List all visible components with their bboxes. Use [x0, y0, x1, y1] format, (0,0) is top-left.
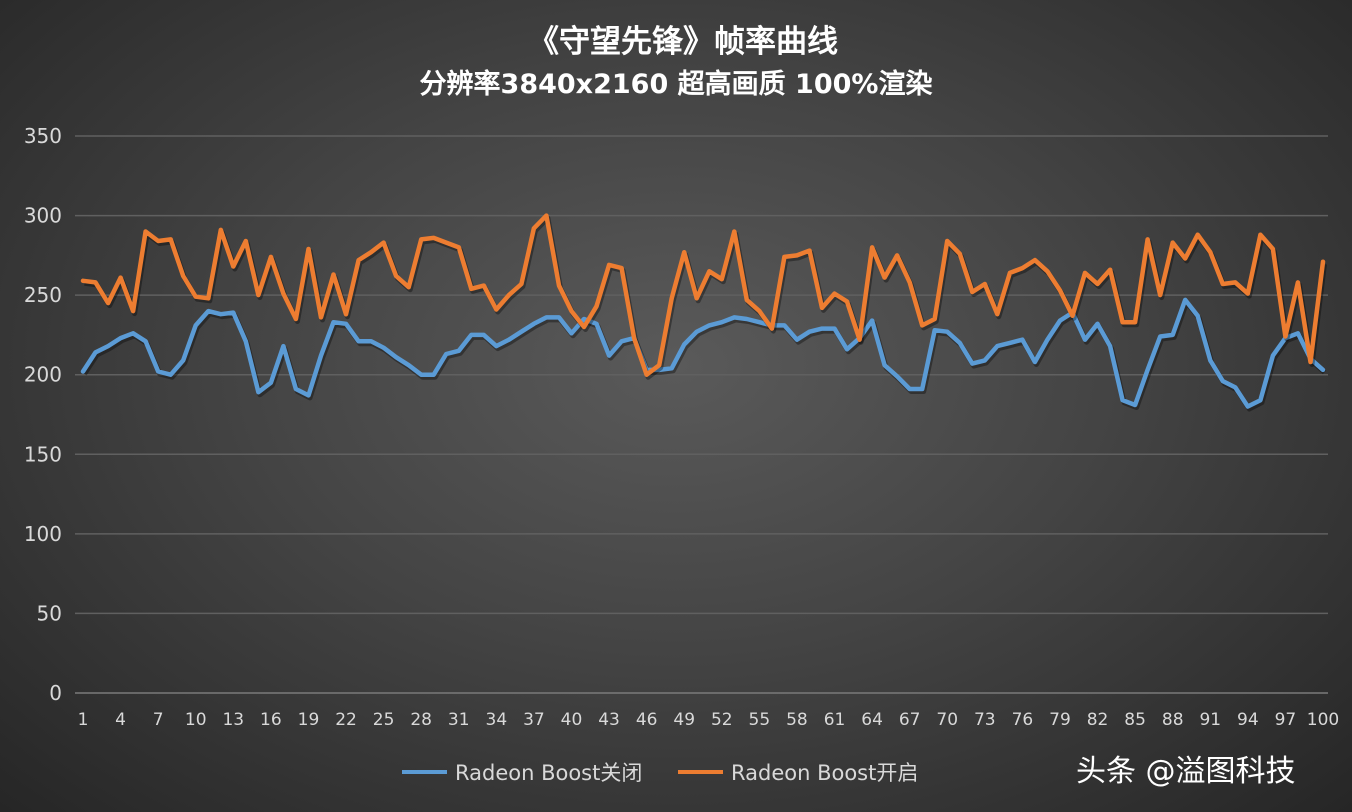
legend-label-boost-off: Radeon Boost关闭 — [455, 761, 642, 785]
x-tick-label: 46 — [636, 710, 658, 730]
x-tick-label: 22 — [335, 710, 357, 730]
x-tick-label: 55 — [749, 710, 771, 730]
x-tick-label: 19 — [298, 710, 320, 730]
x-tick-label: 31 — [448, 710, 470, 730]
y-tick-label: 0 — [49, 681, 62, 705]
series-line-boost-off — [80, 297, 1326, 409]
x-tick-label: 4 — [115, 710, 126, 730]
x-tick-label: 1 — [78, 710, 89, 730]
x-tick-label: 49 — [673, 710, 695, 730]
chart-subtitle: 分辨率3840x2160 超高画质 100%渲染 — [420, 68, 933, 100]
y-tick-label: 200 — [24, 363, 62, 387]
x-tick-label: 34 — [486, 710, 508, 730]
chart-title: 《守望先锋》帧率曲线 — [528, 24, 838, 60]
legend-label-boost-on: Radeon Boost开启 — [731, 761, 918, 785]
legend: Radeon Boost关闭 Radeon Boost开启 — [402, 761, 918, 785]
x-tick-label: 82 — [1087, 710, 1109, 730]
y-tick-label: 250 — [24, 283, 62, 307]
y-tick-label: 350 — [24, 124, 62, 148]
x-tick-label: 43 — [598, 710, 620, 730]
x-tick-label: 7 — [153, 710, 164, 730]
watermark: 头条 @溢图科技 — [1076, 754, 1296, 789]
x-tick-label: 10 — [185, 710, 207, 730]
x-tick-label: 70 — [936, 710, 958, 730]
x-tick-label: 61 — [824, 710, 846, 730]
x-tick-label: 40 — [561, 710, 583, 730]
x-tick-label: 64 — [861, 710, 883, 730]
x-tick-label: 16 — [260, 710, 282, 730]
y-tick-label: 100 — [24, 522, 62, 546]
x-tick-label: 85 — [1124, 710, 1146, 730]
x-tick-label: 28 — [410, 710, 432, 730]
y-tick-label: 50 — [37, 601, 62, 625]
x-tick-label: 37 — [523, 710, 545, 730]
y-tick-label: 150 — [24, 442, 62, 466]
x-tick-label: 76 — [1012, 710, 1034, 730]
x-tick-label: 13 — [222, 710, 244, 730]
series-line-boost-on — [80, 213, 1326, 377]
x-tick-label: 52 — [711, 710, 733, 730]
x-tick-label: 58 — [786, 710, 808, 730]
x-tick-label: 67 — [899, 710, 921, 730]
x-tick-label: 73 — [974, 710, 996, 730]
x-tick-label: 91 — [1199, 710, 1221, 730]
x-tick-label: 94 — [1237, 710, 1259, 730]
y-tick-label: 300 — [24, 204, 62, 228]
x-tick-label: 79 — [1049, 710, 1071, 730]
x-tick-label: 97 — [1275, 710, 1297, 730]
x-tick-label: 100 — [1307, 710, 1339, 730]
x-tick-label: 88 — [1162, 710, 1184, 730]
x-tick-label: 25 — [373, 710, 395, 730]
